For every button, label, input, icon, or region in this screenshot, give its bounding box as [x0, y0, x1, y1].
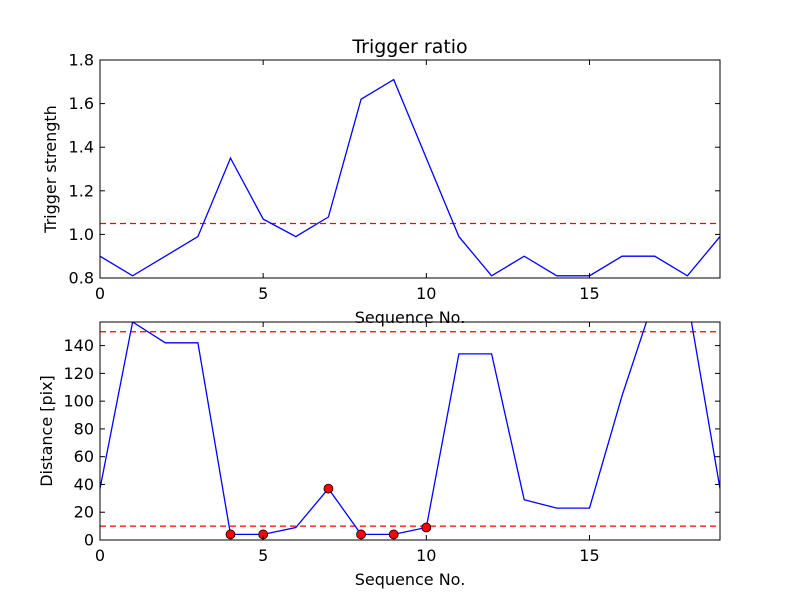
- y-tick-label: 1.6: [69, 94, 94, 113]
- axes-frame: [99, 59, 721, 279]
- axes-frame: [99, 321, 721, 541]
- y-tick-label: 120: [63, 364, 94, 383]
- data-point-marker: [421, 522, 432, 533]
- series-group: [100, 78, 720, 277]
- y-tick-label: 1.8: [69, 51, 94, 70]
- series-group: [100, 322, 720, 536]
- x-tick-label: 10: [416, 284, 436, 303]
- y-axis-label: Trigger strength: [41, 105, 60, 234]
- y-tick-label: 60: [74, 447, 94, 466]
- marker-group: [225, 483, 432, 540]
- y-tick-label: 0: [84, 531, 94, 550]
- y-ticks: 0.8 1.0 1.2 1.4 1.6 1.8: [69, 51, 720, 288]
- y-tick-label: 80: [74, 419, 94, 438]
- x-tick-label: 0: [95, 546, 105, 565]
- x-tick-label: 0: [95, 284, 105, 303]
- x-ticks: 0 5 10 15: [95, 322, 600, 565]
- y-tick-label: 20: [74, 503, 94, 522]
- x-axis-label: Sequence No.: [355, 308, 466, 327]
- distance-plot: 0 5 10 15 0 20 40 60 80 100 120 140 Sequence No. D…: [37, 321, 721, 589]
- x-tick-label: 15: [579, 284, 599, 303]
- x-tick-label: 15: [579, 546, 599, 565]
- threshold-lines: [100, 331, 720, 527]
- x-axis-label: Sequence No.: [355, 570, 466, 589]
- x-tick-label: 5: [258, 284, 268, 303]
- data-point-marker: [225, 529, 236, 540]
- x-tick-label: 5: [258, 546, 268, 565]
- trigger-ratio-plot: 0 5 10 15 0.81.01.21.41.61.8 Trigger ratio …: [41, 36, 721, 327]
- x-ticks: 0 5 10 15: [95, 60, 600, 303]
- y-axis-label: Distance [pix]: [37, 375, 56, 487]
- y-tick-label: 1.2: [69, 181, 94, 200]
- y-tick-label: 1.4: [69, 138, 94, 157]
- y-tick-label: 100: [63, 392, 94, 411]
- data-point-marker: [323, 483, 334, 494]
- plot-title: Trigger ratio: [351, 36, 467, 58]
- y-tick-label: 140: [63, 336, 94, 355]
- y-tick-label: 1.0: [69, 225, 94, 244]
- x-tick-label: 10: [416, 546, 436, 565]
- data-point-marker: [356, 529, 366, 540]
- series-line: [100, 322, 720, 536]
- y-tick-label: 0.8: [69, 269, 94, 288]
- series-line: [100, 78, 720, 277]
- data-point-marker: [388, 529, 399, 540]
- y-ticks: 0 20 40 60 80 100 120 140: [63, 336, 720, 550]
- y-tick-label: 40: [74, 475, 94, 494]
